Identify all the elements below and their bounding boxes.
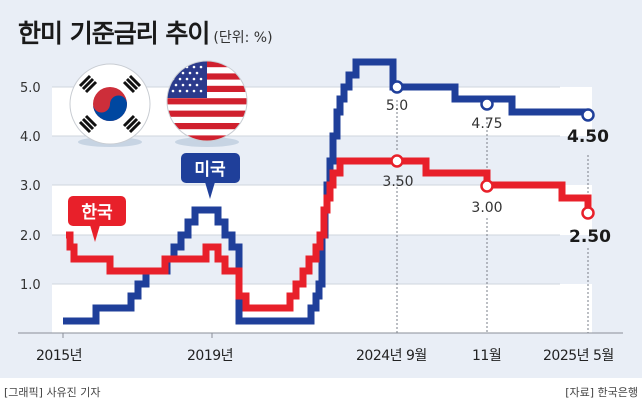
korea-marker-2024-11 (480, 179, 494, 193)
x-tick-marks (62, 333, 213, 338)
us-callout-label: 미국 (194, 160, 226, 180)
korea-label-2025-05: 2.50 (569, 227, 611, 247)
us-marker-2024-11 (480, 97, 494, 111)
credit-source: [자료] 한국은행 (565, 386, 638, 399)
us-label-2024-11: 4.75 (471, 116, 502, 132)
credit-graphic: [그래픽] 사유진 기자 (4, 386, 101, 399)
x-tick-2015: 2015년 (36, 348, 83, 364)
korea-marker-2025-05 (581, 206, 595, 220)
y-tick-4: 4.0 (20, 130, 41, 145)
korea-callout: 한국 (68, 196, 126, 242)
us-marker-2025-05 (581, 108, 595, 122)
us-markers (390, 80, 595, 122)
us-callout: 미국 (181, 153, 240, 199)
x-tick-2025-05: 2025년 5월 (543, 348, 614, 364)
us-label-2025-05: 4.50 (567, 127, 609, 147)
korea-markers (390, 154, 595, 220)
y-tick-2: 2.0 (20, 229, 41, 244)
chart-unit: (단위: %) (213, 30, 273, 46)
x-tick-11: 11월 (472, 348, 502, 364)
korea-callout-label: 한국 (81, 203, 113, 223)
y-tick-1: 1.0 (20, 278, 41, 293)
korea-label-2024-11: 3.00 (471, 200, 502, 216)
chart-title: 한미 기준금리 추이 (단위: %) (18, 14, 273, 50)
korea-flag-icon (69, 63, 151, 147)
rate-chart: 5.0 4.0 3.0 2.0 1.0 5.0 4.75 4.50 3.50 3… (18, 58, 623, 338)
us-marker-2024-09 (390, 80, 404, 94)
y-tick-5: 5.0 (20, 81, 41, 96)
us-label-2024-09: 5.0 (386, 98, 408, 114)
x-tick-2019: 2019년 (187, 348, 234, 364)
us-flag-icon (166, 60, 248, 147)
y-tick-3: 3.0 (20, 179, 41, 194)
dotted-guides (396, 100, 589, 333)
korea-label-2024-09: 3.50 (382, 174, 413, 190)
y-axis-labels: 5.0 4.0 3.0 2.0 1.0 (20, 81, 41, 293)
x-tick-2024-09: 2024년 9월 (356, 348, 427, 364)
korea-rate-line (66, 157, 592, 312)
chart-title-text: 한미 기준금리 추이 (18, 19, 210, 48)
korea-marker-2024-09 (390, 154, 404, 168)
